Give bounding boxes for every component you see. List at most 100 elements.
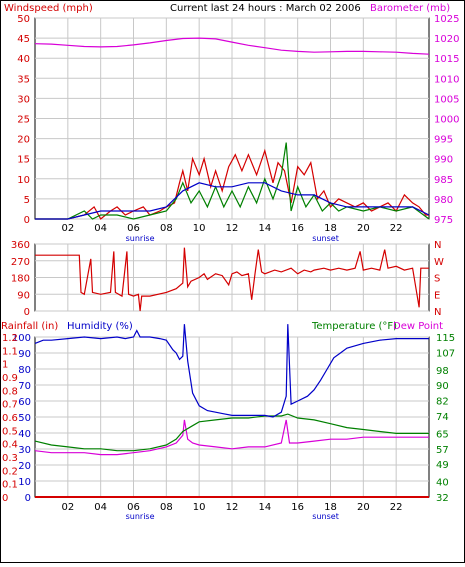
- windspeed-tick-label: 0: [24, 215, 30, 226]
- sunrise-label: sunrise: [126, 234, 155, 243]
- hour-tick-label: 16: [291, 223, 304, 234]
- temperature-tick-label: 98: [436, 366, 449, 377]
- temperature-tick-label: 57: [436, 445, 449, 456]
- hour-tick-label: 18: [324, 502, 337, 513]
- humidity-tick-label: 70: [18, 381, 31, 392]
- temperature-tick-label: 115: [436, 333, 455, 344]
- rainfall-tick-label: 0.3: [2, 453, 18, 464]
- hour-tick-label: 20: [357, 502, 370, 513]
- wind-direction-series-line: [35, 247, 429, 312]
- hour-tick-label: 20: [357, 223, 370, 234]
- windspeed-tick-label: 35: [17, 74, 30, 85]
- humidity-tick-label: 10: [18, 477, 31, 488]
- barometer-tick-label: 1020: [434, 34, 459, 45]
- temperature-tick-label: 40: [436, 478, 449, 489]
- barometer-axis-label: Barometer (mb): [370, 3, 450, 14]
- temperature-tick-label: 32: [436, 493, 449, 504]
- humidity-series-line: [34, 324, 429, 418]
- chart-title: Current last 24 hours : March 02 2006: [170, 3, 361, 14]
- barometer-tick-label: 1025: [434, 14, 459, 25]
- barometer-tick-label: 1005: [434, 94, 459, 105]
- humidity-tick-label: 100: [12, 333, 31, 344]
- rainfall-tick-label: 0.5: [2, 426, 18, 437]
- barometer-tick-label: 980: [434, 195, 453, 206]
- barometer-tick-label: 1010: [434, 74, 459, 85]
- rainfall-tick-label: 1.2: [2, 333, 18, 344]
- windspeed-tick-label: 50: [17, 14, 30, 25]
- hour-tick-label: 02: [61, 502, 74, 513]
- compass-tick-label: N: [434, 307, 441, 318]
- direction-degree-tick-label: 90: [17, 290, 30, 301]
- hour-tick-label: 06: [127, 502, 140, 513]
- humidity-tick-label: 80: [18, 365, 31, 376]
- hour-tick-label: 06: [127, 223, 140, 234]
- compass-tick-label: N: [434, 240, 441, 251]
- rainfall-tick-label: 0.2: [2, 466, 18, 477]
- sunset-label: sunset: [312, 234, 339, 243]
- barometer-tick-label: 990: [434, 155, 453, 166]
- hour-tick-label: 08: [160, 223, 173, 234]
- temperature-tick-label: 90: [436, 381, 449, 392]
- hour-tick-label: 02: [61, 223, 74, 234]
- hour-tick-label: 10: [193, 223, 206, 234]
- compass-tick-label: S: [434, 274, 440, 285]
- rainfall-tick-label: 0.7: [2, 400, 18, 411]
- dewpoint-axis-label: Dew Point: [393, 321, 443, 332]
- direction-degree-tick-label: 360: [11, 240, 30, 251]
- humidity-tick-label: 50: [18, 413, 31, 424]
- barometer-tick-label: 985: [434, 175, 453, 186]
- rainfall-tick-label: 0: [2, 493, 8, 504]
- direction-degree-tick-label: 270: [11, 257, 30, 268]
- hour-tick-label: 22: [390, 502, 403, 513]
- rainfall-tick-label: 0.8: [2, 386, 18, 397]
- sunset-label: sunset: [312, 512, 339, 521]
- windspeed-tick-label: 10: [17, 175, 30, 186]
- compass-tick-label: W: [434, 257, 444, 268]
- windspeed-tick-label: 20: [17, 135, 30, 146]
- windspeed-axis-label: Windspeed (mph): [4, 3, 93, 14]
- windspeed-tick-label: 45: [17, 34, 30, 45]
- temperature-tick-label: 82: [436, 397, 449, 408]
- hour-tick-label: 04: [94, 502, 107, 513]
- hour-tick-label: 04: [94, 223, 107, 234]
- hour-tick-label: 16: [291, 502, 304, 513]
- hour-tick-label: 22: [390, 223, 403, 234]
- humidity-tick-label: 60: [18, 397, 31, 408]
- rainfall-tick-label: 0.1: [2, 480, 18, 491]
- humidity-tick-label: 90: [18, 349, 31, 360]
- barometer-tick-label: 1015: [434, 54, 459, 65]
- rainfall-tick-label: 1.1: [2, 346, 18, 357]
- hour-tick-label: 12: [226, 223, 239, 234]
- humidity-tick-label: 40: [18, 429, 31, 440]
- rainfall-tick-label: 1: [2, 360, 8, 371]
- direction-degree-tick-label: 0: [24, 307, 30, 318]
- wind-average-series-line: [35, 182, 430, 220]
- humidity-tick-label: 20: [18, 461, 31, 472]
- temperature-axis-label: Temperature (°F): [311, 321, 397, 332]
- barometer-series-line: [34, 37, 430, 55]
- temperature-tick-label: 65: [436, 429, 449, 440]
- barometer-tick-label: 995: [434, 135, 453, 146]
- rainfall-tick-label: 0.4: [2, 440, 18, 451]
- windspeed-tick-label: 30: [17, 94, 30, 105]
- sunrise-label: sunrise: [126, 512, 155, 521]
- wind-gust-series-line: [35, 142, 430, 220]
- barometer-tick-label: 1000: [434, 115, 459, 126]
- dewpoint-series-line: [34, 419, 429, 456]
- windspeed-tick-label: 15: [17, 155, 30, 166]
- hour-tick-label: 08: [160, 502, 173, 513]
- temperature-tick-label: 107: [436, 348, 455, 359]
- rainfall-axis-label: Rainfall (in): [1, 321, 58, 332]
- hour-tick-label: 10: [193, 502, 206, 513]
- hour-tick-label: 14: [258, 502, 271, 513]
- compass-tick-label: E: [434, 290, 440, 301]
- hour-tick-label: 12: [226, 502, 239, 513]
- barometer-tick-label: 975: [434, 215, 453, 226]
- temperature-tick-label: 49: [436, 460, 449, 471]
- temperature-series-line: [34, 413, 429, 452]
- hour-tick-label: 18: [324, 223, 337, 234]
- humidity-tick-label: 30: [18, 445, 31, 456]
- windspeed-tick-label: 40: [17, 54, 30, 65]
